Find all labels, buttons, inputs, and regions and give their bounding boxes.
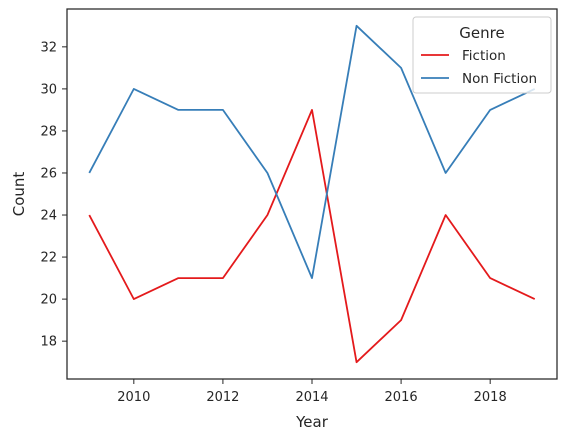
legend-title: Genre — [459, 24, 504, 42]
x-tick-label: 2010 — [117, 390, 150, 405]
x-tick-label: 2016 — [385, 390, 418, 405]
series-layer — [88, 24, 536, 364]
x-tick-label: 2014 — [295, 390, 328, 405]
y-tick-label: 24 — [40, 209, 57, 224]
y-tick-label: 18 — [40, 335, 57, 350]
x-tick-label: 2012 — [206, 390, 239, 405]
legend-items: Fiction Non Fiction — [421, 48, 537, 87]
legend-box — [412, 16, 552, 94]
legend: Genre Fiction Non Fiction — [412, 16, 552, 94]
y-tick-label: 30 — [40, 82, 57, 97]
x-tick-label: 2018 — [474, 390, 507, 405]
y-tick-label: 20 — [40, 293, 57, 308]
y-axis-title: Count — [10, 172, 28, 217]
y-tick-label: 22 — [40, 251, 57, 266]
series-line-non-fiction — [88, 24, 536, 279]
x-axis-ticks: 2010 2012 2014 2016 2018 — [117, 379, 507, 405]
legend-label-non-fiction: Non Fiction — [462, 71, 537, 87]
legend-label-fiction: Fiction — [462, 48, 506, 64]
y-axis-ticks: 18 20 22 24 26 28 30 32 — [40, 40, 67, 350]
y-tick-label: 26 — [40, 166, 57, 181]
y-tick-label: 28 — [40, 124, 57, 139]
y-tick-label: 32 — [40, 40, 57, 55]
series-line-fiction — [88, 109, 536, 364]
x-axis-title: Year — [295, 413, 329, 431]
